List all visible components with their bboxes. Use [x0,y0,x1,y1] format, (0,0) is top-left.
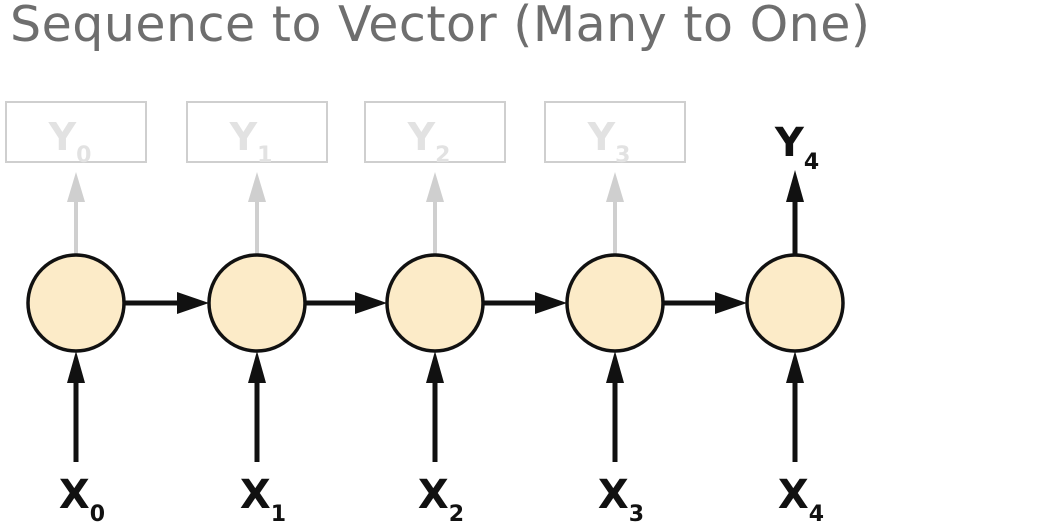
input-label-1-letter: X [240,472,271,518]
rnn-cell-2 [385,253,485,353]
output-arrow-3 [606,172,624,255]
rnn-cell-0 [26,253,126,353]
output-arrows [67,170,804,255]
output-label-4-letter: Y [774,120,805,166]
output-boxes [5,101,686,163]
input-label-1-subscript: 1 [271,502,286,525]
input-label-0-letter: X [59,472,90,518]
rnn-cell-3 [565,253,665,353]
output-label-2: Y2 [407,115,451,168]
diagram-title: Sequence to Vector (Many to One) [10,0,871,53]
output-label-1-subscript: 1 [257,143,272,168]
input-label-4: X4 [778,472,824,525]
output-label-1: Y1 [229,115,273,168]
output-arrow-4 [786,170,804,255]
input-label-3-subscript: 3 [629,502,644,525]
input-arrow-0 [67,351,85,462]
input-label-2-subscript: 2 [449,502,464,525]
output-arrow-2 [426,172,444,255]
input-label-0: X0 [59,472,105,525]
input-label-0-subscript: 0 [90,502,105,525]
output-label-4: Y4 [774,120,819,175]
output-box-1 [186,101,328,163]
output-box-2 [364,101,506,163]
input-label-2: X2 [418,472,464,525]
output-arrow-0 [67,172,85,255]
input-arrow-3 [606,351,624,462]
recurrent-arrow-2 [483,292,567,314]
output-label-0-letter: Y [48,115,77,159]
input-label-4-subscript: 4 [809,502,824,525]
rnn-cell-1 [207,253,307,353]
output-labels: Y0 Y1 Y2 Y3 Y4 [48,115,820,175]
output-arrow-1 [248,172,266,255]
output-label-0-subscript: 0 [76,143,91,168]
input-arrow-2 [426,351,444,462]
output-label-3-subscript: 3 [615,143,630,168]
output-label-1-letter: Y [229,115,258,159]
output-label-0: Y0 [48,115,92,168]
rnn-cell-4 [745,253,845,353]
recurrent-arrows [124,292,747,314]
input-arrow-4 [786,351,804,462]
recurrent-arrow-1 [305,292,387,314]
output-box-0 [5,101,147,163]
input-label-1: X1 [240,472,286,525]
rnn-cells [26,253,845,353]
output-label-2-letter: Y [407,115,436,159]
recurrent-arrow-3 [663,292,747,314]
recurrent-arrow-0 [124,292,209,314]
input-labels: X0 X1 X2 X3 X4 [59,472,824,525]
input-label-2-letter: X [418,472,449,518]
input-arrows [67,351,804,462]
output-label-4-subscript: 4 [804,150,819,175]
output-label-2-subscript: 2 [435,143,450,168]
input-label-3: X3 [598,472,644,525]
input-label-3-letter: X [598,472,629,518]
output-box-3 [544,101,686,163]
input-arrow-1 [248,351,266,462]
input-label-4-letter: X [778,472,809,518]
output-label-3-letter: Y [587,115,616,159]
output-label-3: Y3 [587,115,631,168]
